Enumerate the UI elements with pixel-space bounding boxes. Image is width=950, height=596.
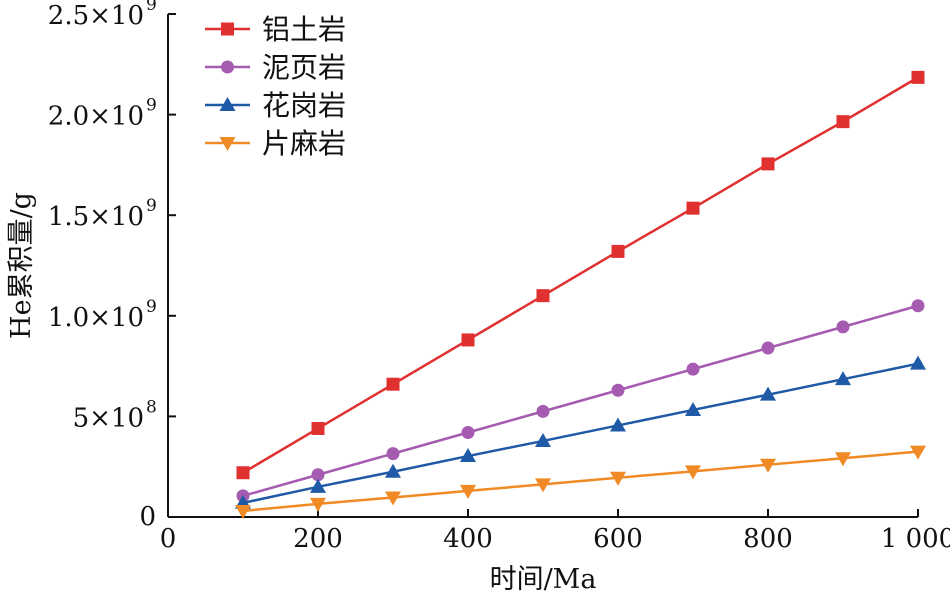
- series-line: [242, 76, 919, 474]
- data-point: [461, 333, 475, 347]
- series-line: [242, 450, 919, 513]
- data-point: [235, 504, 251, 519]
- data-point: [835, 371, 851, 386]
- data-point: [460, 448, 476, 463]
- data-point: [611, 383, 625, 397]
- data-point: [535, 478, 551, 493]
- x-tick-label: 800: [743, 524, 793, 554]
- x-axis-label: 时间/Ma: [490, 564, 597, 595]
- data-point: [911, 299, 925, 313]
- data-point: [386, 447, 400, 461]
- y-tick-label: 5×10: [73, 403, 144, 433]
- y-tick-label: 1.5×10: [48, 202, 144, 232]
- data-point: [911, 70, 925, 84]
- data-point: [310, 497, 326, 512]
- series-line-group: [235, 445, 926, 519]
- data-point: [536, 404, 550, 418]
- data-point: [761, 157, 775, 171]
- series-line: [242, 304, 919, 498]
- data-point: [910, 355, 926, 370]
- legend-label: 泥页岩: [262, 51, 346, 84]
- data-point: [385, 463, 401, 478]
- series-line-group: [236, 70, 925, 480]
- data-point: [460, 484, 476, 499]
- x-tick-label: 0: [160, 524, 177, 554]
- y-tick-label: 2.0×10: [48, 102, 144, 132]
- x-tick-label: 1 000: [881, 524, 950, 554]
- data-point: [611, 244, 625, 258]
- data-point: [836, 115, 850, 129]
- legend-marker: [221, 22, 234, 36]
- series-group: [235, 70, 926, 519]
- series-line: [242, 362, 919, 505]
- y-tick-exponent: 9: [146, 196, 157, 216]
- data-point: [311, 468, 325, 482]
- series-line-group: [236, 299, 925, 503]
- data-point: [610, 471, 626, 486]
- legend-label: 片麻岩: [262, 127, 346, 160]
- data-point: [385, 491, 401, 506]
- data-point: [685, 401, 701, 416]
- y-tick-exponent: 9: [146, 96, 157, 116]
- y-tick-label: 1.0×10: [48, 303, 144, 333]
- axes: [167, 14, 918, 518]
- data-point: [835, 452, 851, 467]
- y-tick-exponent: 9: [146, 0, 157, 15]
- data-point: [761, 341, 775, 355]
- legend-label: 铝土岩: [262, 13, 346, 46]
- x-tick-label: 600: [593, 524, 643, 554]
- data-point: [686, 201, 700, 215]
- data-point: [386, 377, 400, 391]
- data-point: [536, 289, 550, 303]
- legend-marker: [221, 60, 234, 74]
- data-point: [610, 417, 626, 432]
- data-point: [236, 466, 250, 480]
- data-point: [311, 421, 325, 435]
- series-line-group: [235, 355, 926, 509]
- y-tick-label: 0: [139, 502, 156, 532]
- data-point: [685, 465, 701, 480]
- x-tick-label: 200: [293, 524, 343, 554]
- data-point: [760, 458, 776, 473]
- y-tick-exponent: 9: [146, 297, 157, 317]
- data-point: [910, 445, 926, 460]
- data-point: [310, 478, 326, 493]
- y-tick-exponent: 8: [146, 397, 157, 417]
- data-point: [760, 386, 776, 401]
- data-point: [535, 432, 551, 447]
- x-tick-label: 400: [443, 524, 493, 554]
- y-tick-label: 2.5×10: [48, 1, 144, 31]
- legend-marker: [219, 97, 236, 111]
- data-point: [686, 362, 700, 376]
- legend-label: 花岗岩: [262, 89, 346, 122]
- data-point: [836, 320, 850, 334]
- data-point: [461, 425, 475, 439]
- legend-marker: [219, 137, 236, 151]
- y-axis-label: He累积量/g: [6, 192, 37, 339]
